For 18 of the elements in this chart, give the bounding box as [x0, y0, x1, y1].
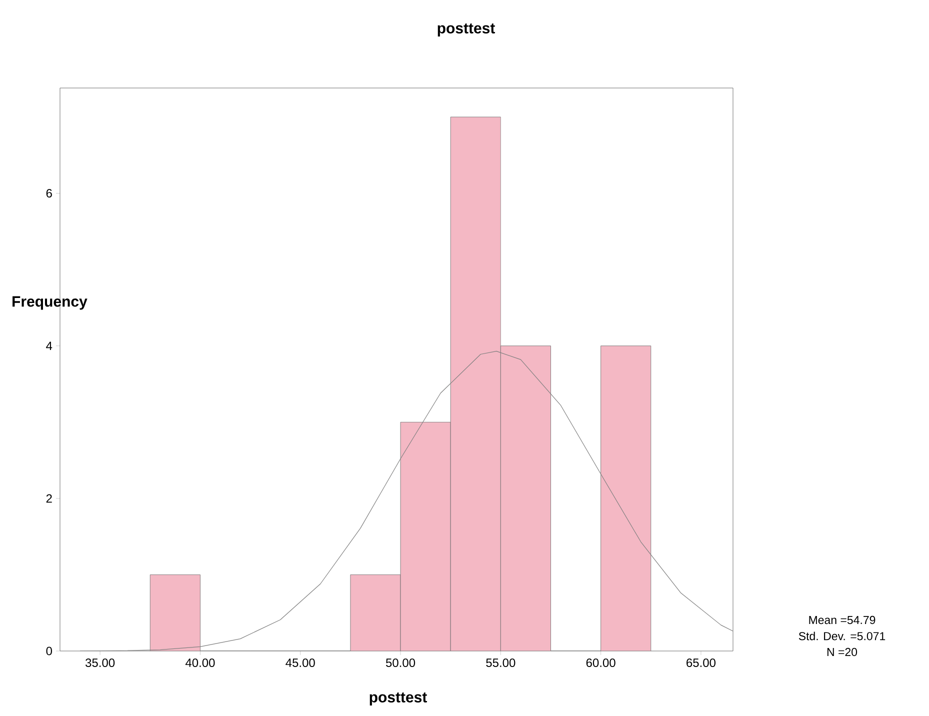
y-tick-label: 6	[46, 189, 52, 198]
y-tick-label: 0	[46, 646, 52, 656]
line-series	[80, 350, 734, 651]
text: Mean =54.79	[809, 616, 876, 624]
chart-title: posttest	[438, 24, 495, 36]
x-tick-label: 55.00	[486, 658, 516, 668]
x-tick-label: 40.00	[185, 658, 215, 668]
x-tick-label: 50.00	[386, 658, 416, 668]
text: Std. Dev. =5.071	[798, 632, 886, 640]
text: N =20	[827, 648, 858, 656]
x-tick-label: 45.00	[286, 658, 315, 668]
x-tick-label: 60.00	[586, 658, 616, 668]
x-tick-label: 35.00	[86, 658, 115, 668]
y-axis-title: Frequency	[12, 296, 88, 310]
y-tick-label: 4	[46, 342, 52, 350]
x-tick-label: 65.00	[686, 658, 716, 668]
y-tick-label: 2	[46, 494, 52, 503]
x-axis-title: posttest	[370, 692, 427, 706]
